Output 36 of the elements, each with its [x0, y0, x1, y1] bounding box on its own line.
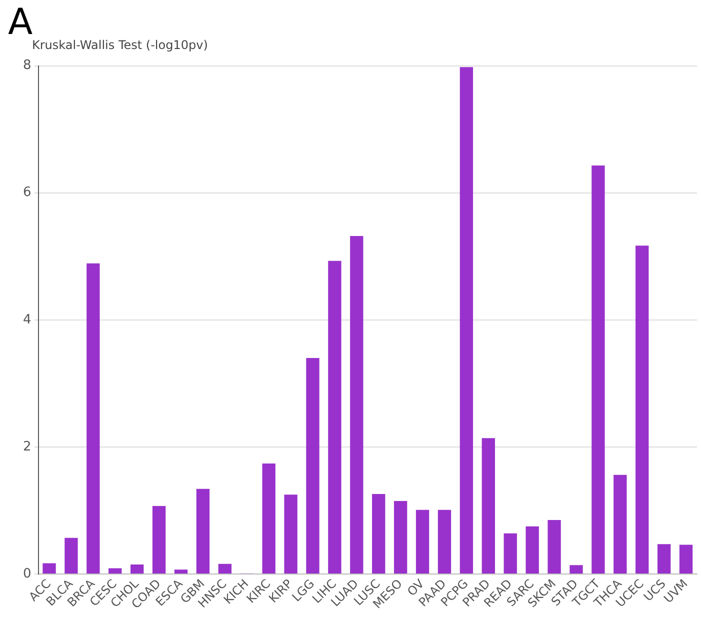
bar [394, 500, 408, 574]
bar [614, 474, 627, 574]
bar [679, 544, 693, 574]
bar [306, 358, 320, 574]
bar [526, 526, 539, 574]
y-tick-label: 4 [22, 312, 32, 328]
y-tick-label: 2 [22, 439, 32, 454]
bar [218, 564, 232, 574]
bar [130, 564, 144, 574]
bar [86, 263, 100, 574]
bar [592, 166, 605, 574]
bar [482, 438, 495, 574]
bar [504, 533, 517, 574]
bar [460, 67, 474, 574]
bar [42, 563, 56, 574]
bar [64, 538, 78, 574]
bar [196, 488, 210, 574]
bar [108, 568, 122, 574]
y-tick-label: 8 [22, 58, 32, 74]
bar [438, 510, 452, 574]
bar [262, 463, 276, 574]
y-tick-label: 6 [22, 185, 32, 200]
bar [372, 494, 386, 574]
bar [350, 236, 364, 574]
text: A [8, 2, 33, 43]
bar [328, 260, 342, 574]
y-tick-label: 0 [22, 566, 32, 582]
bar [636, 246, 649, 574]
bar [548, 520, 561, 574]
bar [284, 494, 298, 574]
bar [657, 544, 671, 574]
y-axis-title: Kruskal-Wallis Test (-log10pv) [32, 38, 208, 52]
bar [152, 506, 166, 574]
bar [416, 510, 430, 574]
bar [174, 570, 188, 574]
bar [570, 565, 583, 574]
